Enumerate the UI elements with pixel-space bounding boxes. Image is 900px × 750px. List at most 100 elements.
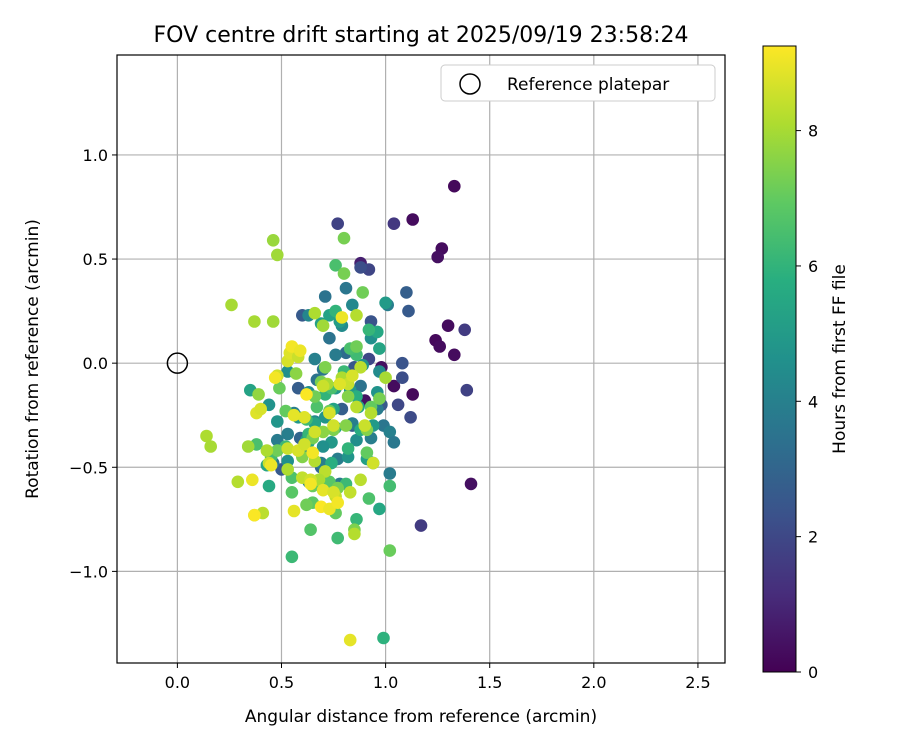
data-point	[316, 440, 330, 453]
data-point	[364, 406, 378, 420]
data-point	[266, 315, 280, 328]
data-point	[356, 286, 370, 299]
data-point	[404, 411, 417, 424]
x-tick-label: 0.0	[165, 673, 190, 692]
colorbar: 0 2 4 6 8 Hours from first FF file	[762, 45, 850, 682]
data-point	[433, 340, 447, 353]
data-point	[341, 390, 355, 403]
data-point	[323, 406, 336, 420]
y-tick-label: 0.5	[83, 250, 108, 269]
y-axis-ticks: −1.0 −0.5 0.0 0.5 1.0	[69, 146, 117, 581]
data-point	[354, 473, 367, 487]
data-point	[204, 440, 217, 453]
data-point	[362, 492, 376, 505]
data-point	[335, 311, 349, 324]
data-point	[343, 633, 357, 647]
data-point	[460, 383, 474, 397]
data-point	[281, 463, 295, 476]
data-point	[383, 544, 397, 557]
data-point	[281, 427, 295, 441]
colorbar-tick-label: 2	[808, 528, 818, 547]
legend-reference-marker	[459, 73, 481, 95]
data-point	[327, 419, 340, 432]
data-point	[298, 438, 311, 451]
data-point	[316, 319, 330, 333]
data-point	[448, 348, 461, 362]
data-point	[200, 429, 213, 443]
data-point	[308, 352, 322, 366]
data-point	[246, 473, 259, 487]
colorbar-tick-label: 0	[808, 663, 818, 682]
data-point	[333, 377, 347, 391]
colorbar-ticks: 0 2 4 6 8	[796, 122, 818, 682]
data-point	[316, 379, 330, 393]
data-point	[373, 502, 386, 516]
data-point	[337, 231, 351, 245]
data-point	[391, 398, 405, 412]
x-tick-label: 1.5	[477, 673, 502, 692]
data-point	[350, 340, 363, 353]
data-point	[350, 433, 363, 447]
data-point	[339, 419, 353, 432]
data-point	[287, 504, 301, 518]
data-point	[304, 523, 317, 536]
colorbar-label: Hours from first FF file	[830, 264, 850, 454]
data-point	[379, 296, 392, 310]
data-point	[350, 513, 363, 526]
data-point	[300, 498, 313, 512]
data-point	[387, 379, 401, 393]
data-point	[383, 467, 397, 480]
data-point	[441, 319, 455, 333]
data-point	[373, 342, 386, 355]
data-point	[316, 483, 330, 497]
data-point	[254, 402, 267, 416]
data-point	[406, 388, 420, 401]
colorbar-tick-label: 4	[808, 392, 818, 411]
data-point	[231, 475, 245, 489]
data-point	[354, 361, 367, 374]
data-point	[387, 436, 401, 449]
data-point	[414, 519, 428, 532]
data-point	[308, 306, 322, 320]
data-point	[329, 259, 342, 272]
data-point	[354, 379, 367, 393]
legend: Reference platepar	[440, 64, 716, 102]
y-tick-label: −0.5	[69, 458, 108, 477]
data-point	[396, 356, 409, 370]
data-point	[310, 400, 324, 414]
data-point	[271, 444, 284, 457]
data-point	[362, 323, 376, 337]
data-point	[331, 217, 345, 230]
data-point	[285, 486, 299, 499]
data-point	[373, 392, 386, 405]
data-point	[260, 444, 274, 457]
x-tick-label: 2.0	[581, 673, 606, 692]
y-tick-label: 0.0	[83, 354, 108, 373]
data-point	[387, 217, 401, 230]
data-point	[248, 508, 261, 522]
colorbar-tick-label: 8	[808, 122, 818, 141]
data-point	[337, 267, 351, 280]
y-axis-label: Rotation from reference (arcmin)	[23, 219, 43, 499]
data-point	[448, 179, 461, 193]
data-point	[341, 442, 355, 455]
data-point	[266, 234, 280, 247]
data-point	[346, 298, 359, 312]
data-point	[323, 331, 336, 345]
data-point	[377, 631, 390, 645]
data-point	[285, 550, 299, 564]
data-point	[252, 388, 265, 401]
x-tick-label: 2.5	[685, 673, 710, 692]
data-point	[383, 425, 397, 439]
grid-lines	[117, 55, 725, 663]
colorbar-tick-label: 6	[808, 257, 818, 276]
chart-title: FOV centre drift starting at 2025/09/19 …	[154, 23, 689, 48]
data-point	[329, 348, 342, 362]
data-point	[318, 290, 332, 303]
reference-platepar-marker	[166, 352, 189, 374]
data-point	[331, 496, 345, 510]
data-point	[348, 527, 361, 541]
y-tick-label: −1.0	[69, 562, 108, 581]
data-point	[264, 458, 278, 472]
